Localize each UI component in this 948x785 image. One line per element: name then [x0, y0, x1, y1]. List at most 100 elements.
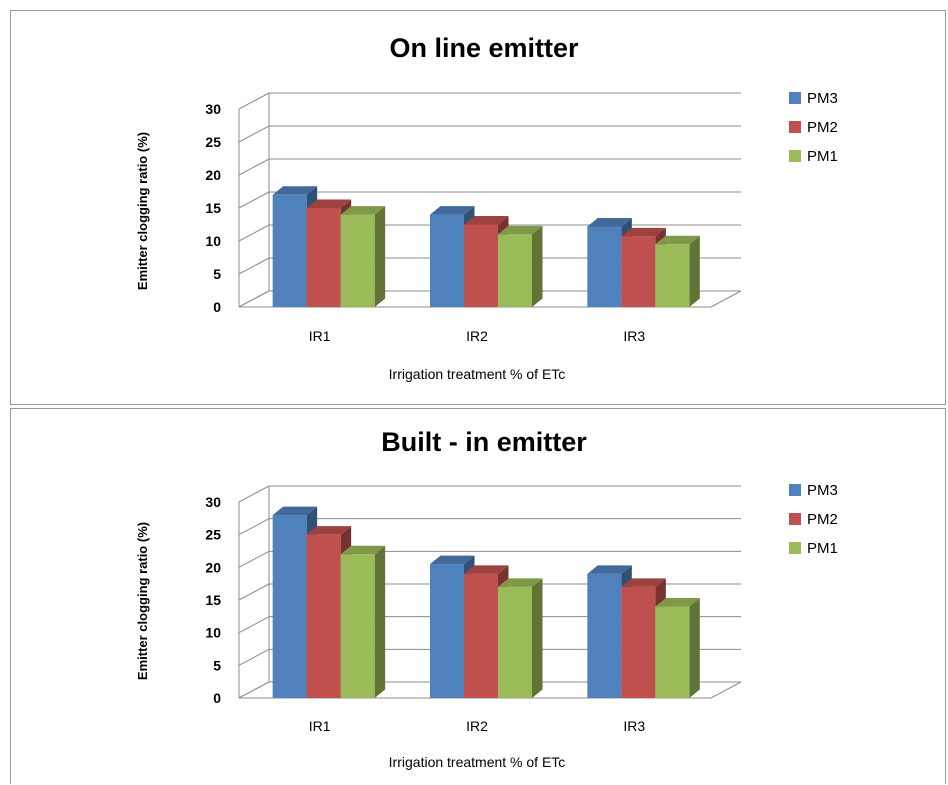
y-tick-label: 5: [213, 657, 221, 673]
legend-swatch: [789, 513, 801, 525]
gridline-side: [238, 191, 270, 209]
x-axis-label: Irrigation treatment % of ETc: [389, 366, 566, 382]
chart-panel-builtin: Built - in emitter 0 5 10 15 20 25 30 IR1 IR2 IR3 I…: [10, 408, 946, 784]
legend: PM3 PM2 PM1: [789, 482, 838, 557]
bars: [272, 506, 700, 698]
bars: [272, 186, 700, 307]
bar: [340, 214, 375, 307]
bar-top: [306, 199, 352, 208]
gridline-side: [238, 257, 270, 275]
bar-pm1-ir2: [498, 578, 543, 698]
legend-swatch: [789, 150, 801, 162]
x-axis-label: Irrigation treatment % of ETc: [389, 754, 566, 770]
gridline-side: [238, 158, 270, 176]
gridline-side: [238, 125, 270, 143]
bar-top: [430, 206, 475, 215]
x-tick-label: IR2: [466, 328, 488, 344]
gridline-side: [238, 616, 270, 634]
gridline-side: [238, 518, 270, 536]
bar-side: [374, 545, 386, 698]
chart-online-emitter: On line emitter 0 5 10 15 20 25 30 IR1 IR2 IR3 Irri…: [135, 33, 838, 382]
gridline-side: [238, 648, 270, 666]
y-tick-label: 20: [205, 559, 221, 575]
bar: [655, 244, 690, 307]
bar-pm1-ir1: [340, 545, 386, 698]
x-tick-label: IR1: [309, 718, 331, 734]
bar-top: [655, 235, 700, 245]
bar-top: [272, 186, 318, 195]
bar-pm1-ir2: [498, 225, 543, 307]
gridline-side: [238, 485, 270, 503]
bar-top: [340, 206, 386, 215]
bar: [306, 208, 341, 307]
bar: [272, 194, 307, 307]
bar: [340, 554, 375, 698]
bar-side: [689, 598, 700, 698]
gridline-side: [238, 583, 270, 601]
y-tick-label: 0: [213, 690, 221, 706]
bar-top: [464, 565, 509, 574]
chart-title: On line emitter: [389, 33, 579, 63]
legend-swatch: [789, 542, 801, 554]
bar: [498, 586, 532, 698]
gridline-side: [238, 92, 270, 110]
chart-builtin-emitter: Built - in emitter 0 5 10 15 20 25 30 IR1 IR2 IR3 I…: [135, 427, 838, 770]
y-tick-label: 5: [213, 266, 221, 282]
bar: [430, 214, 464, 307]
legend-label: PM1: [807, 148, 838, 165]
x-tick-label: IR3: [623, 718, 645, 734]
bar-top: [498, 225, 543, 235]
bar: [621, 586, 656, 698]
bar-pm1-ir3: [655, 235, 700, 307]
y-tick-label: 15: [205, 200, 221, 216]
bar: [306, 534, 341, 698]
bar-pm1-ir3: [655, 598, 700, 698]
legend-label: PM2: [807, 511, 838, 528]
y-tick-label: 10: [205, 625, 221, 641]
chart-panel-online: On line emitter 0 5 10 15 20 25 30 IR1 IR2 IR3 Irri…: [10, 10, 946, 405]
y-axis-label: Emitter clogging ratio (%): [135, 522, 150, 680]
bar-top: [498, 578, 543, 587]
bar-top: [587, 217, 632, 227]
bar-top: [621, 227, 666, 237]
gridline-side: [238, 550, 270, 568]
legend-swatch: [789, 121, 801, 133]
y-tick-label: 25: [205, 527, 221, 543]
bar: [430, 564, 464, 698]
y-tick-label: 30: [205, 101, 221, 117]
bar-top: [621, 578, 666, 587]
bar-side: [532, 578, 543, 698]
chart-title: Built - in emitter: [381, 427, 587, 457]
legend-label: PM2: [807, 119, 838, 136]
bar-side: [532, 225, 543, 307]
bar-top: [272, 506, 318, 516]
bar-pm1-ir1: [340, 206, 386, 307]
x-tick-label: IR3: [623, 328, 645, 344]
bar: [621, 236, 656, 307]
legend: PM3 PM2 PM1: [789, 90, 838, 165]
x-tick-label: IR2: [466, 718, 488, 734]
bar: [587, 226, 622, 307]
y-axis-label: Emitter clogging ratio (%): [135, 132, 150, 290]
bar-top: [587, 565, 632, 574]
gridline-side: [238, 224, 270, 242]
bar: [498, 234, 532, 307]
bar: [272, 515, 307, 698]
bar-top: [340, 545, 386, 555]
y-tick-label: 15: [205, 592, 221, 608]
bar-side: [689, 235, 700, 307]
y-tick-label: 0: [213, 299, 221, 315]
x-tick-label: IR1: [309, 328, 331, 344]
bar: [464, 224, 498, 307]
y-tick-label: 20: [205, 167, 221, 183]
legend-label: PM1: [807, 540, 838, 557]
legend-label: PM3: [807, 482, 838, 499]
bar: [464, 573, 498, 698]
legend-swatch: [789, 484, 801, 496]
legend-swatch: [789, 92, 801, 104]
legend-label: PM3: [807, 90, 838, 107]
bar-top: [464, 216, 509, 225]
bar-side: [374, 206, 386, 307]
bar-top: [306, 526, 352, 535]
bar-top: [430, 555, 475, 565]
